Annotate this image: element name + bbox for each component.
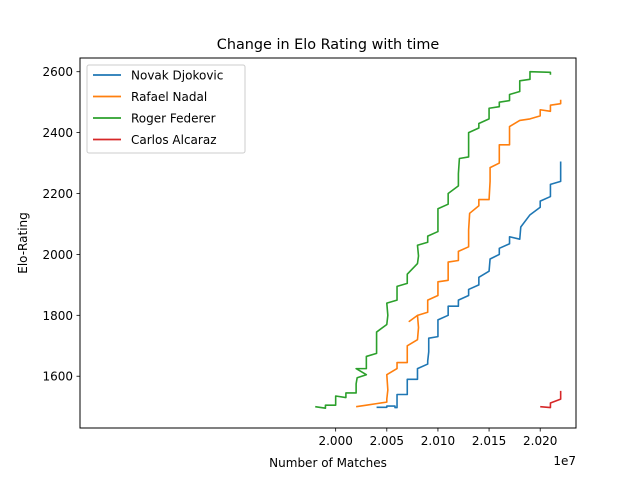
- x-axis: 2.000 2.005 2.010 2.015 2.020: [318, 428, 557, 448]
- y-axis-title: Elo-Rating: [16, 212, 30, 274]
- x-tick-label: 2.010: [421, 434, 455, 448]
- y-tick-label: 2200: [42, 187, 73, 201]
- y-tick-label: 2600: [42, 65, 73, 79]
- legend-label-3: Carlos Alcaraz: [131, 133, 217, 147]
- series-line-3: [540, 390, 562, 409]
- y-tick-label: 2400: [42, 126, 73, 140]
- plot-area-frame: [79, 57, 577, 429]
- x-axis-title: Number of Matches: [269, 456, 387, 470]
- x-tick-label: 2.020: [523, 434, 557, 448]
- y-tick-label: 1800: [42, 309, 73, 323]
- series-line-2: [315, 70, 552, 410]
- legend: Novak Djokovic Rafael Nadal Roger Federer C…: [86, 64, 246, 154]
- legend-label-1: Rafael Nadal: [131, 90, 207, 104]
- legend-label-2: Roger Federer: [131, 112, 216, 126]
- y-axis: 1600 1800 2000 2200 2400 2600: [42, 65, 80, 384]
- series-line-0: [376, 161, 562, 409]
- x-axis-offset-label: 1e7: [553, 454, 576, 468]
- y-tick-label: 1600: [42, 370, 73, 384]
- legend-label-0: Novak Djokovic: [131, 69, 223, 83]
- chart-title: Change in Elo Rating with time: [217, 37, 440, 53]
- legend-box: [86, 64, 246, 154]
- x-tick-label: 2.000: [318, 434, 352, 448]
- x-tick-label: 2.015: [472, 434, 506, 448]
- y-tick-label: 2000: [42, 248, 73, 262]
- series-line-1: [356, 99, 562, 408]
- x-tick-label: 2.005: [370, 434, 404, 448]
- plot-series: [315, 70, 562, 410]
